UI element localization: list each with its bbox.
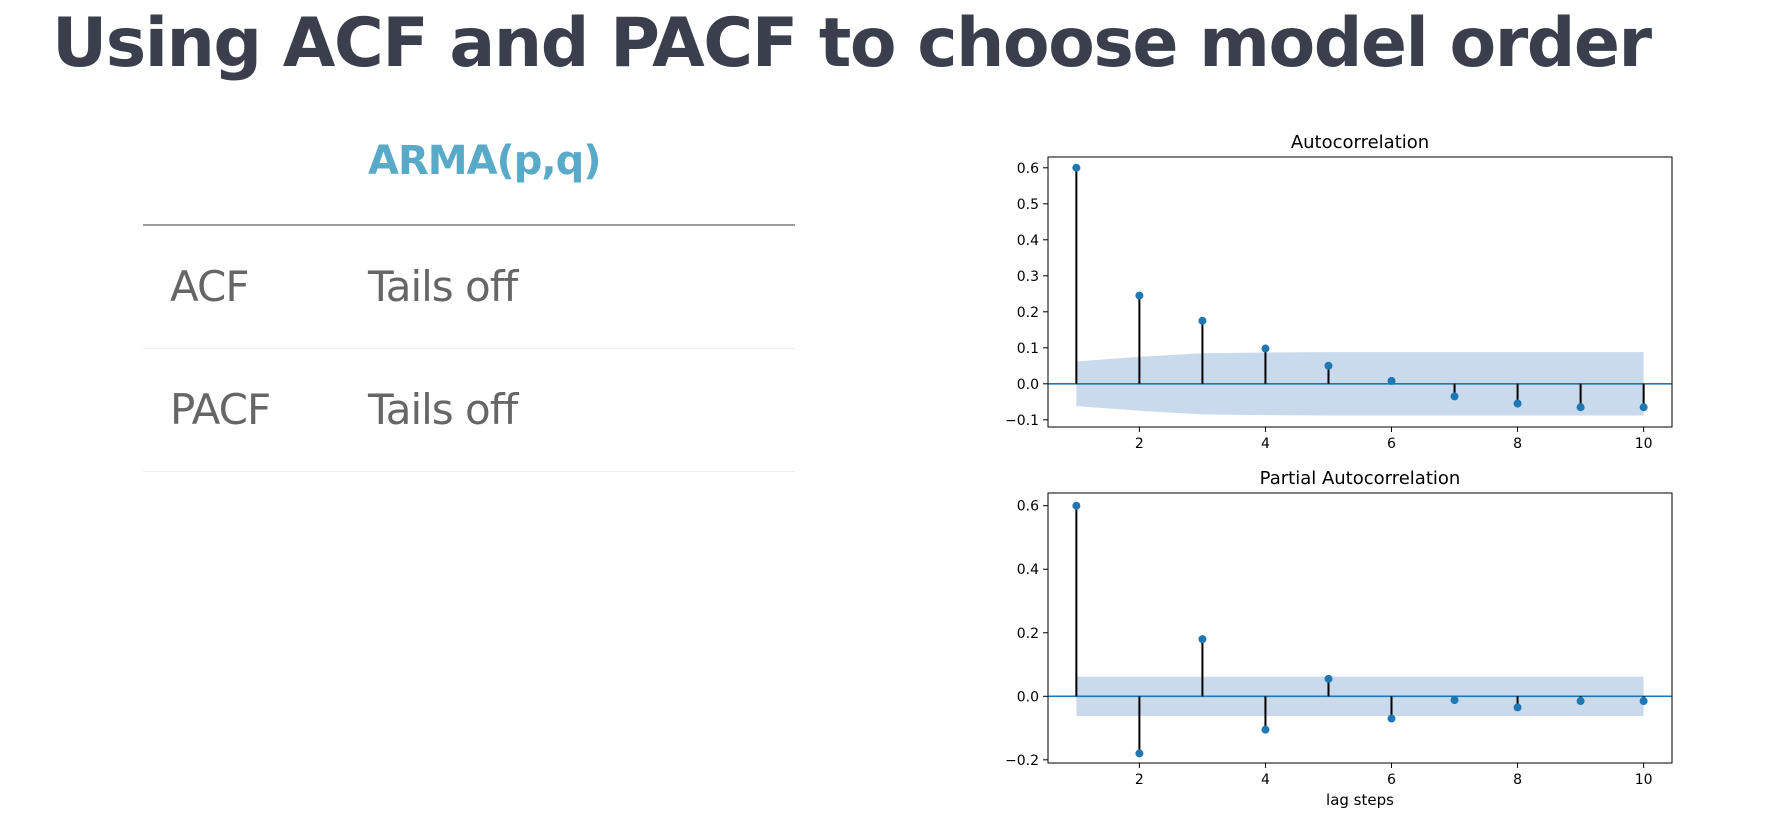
pacf-xtick-label-4: 4 bbox=[1261, 772, 1270, 788]
acf-xtick-label-2: 2 bbox=[1135, 436, 1144, 452]
pacf-marker-lag-2 bbox=[1135, 749, 1144, 758]
acf-xtick-label-4: 4 bbox=[1261, 436, 1270, 452]
acf-ytick-label-2: 0.1 bbox=[1017, 341, 1039, 357]
acf-marker-lag-3 bbox=[1198, 316, 1207, 325]
pacf-xtick-label-2: 2 bbox=[1135, 772, 1144, 788]
pacf-marker-lag-7 bbox=[1450, 696, 1459, 705]
pacf-marker-lag-9 bbox=[1576, 697, 1585, 706]
pacf-marker-lag-6 bbox=[1387, 714, 1396, 723]
slide-title: Using ACF and PACF to choose model order bbox=[52, 4, 1652, 83]
pacf-marker-lag-10 bbox=[1639, 697, 1648, 706]
pacf-chart: 2 4 6 8 10 −0.2 0.0 0.2 0.4 0.6 Partial Autocorrel… bbox=[1005, 468, 1673, 809]
pacf-marker-lag-4 bbox=[1261, 725, 1270, 734]
pacf-axes-frame bbox=[1047, 492, 1673, 764]
table-row-acf: ACF Tails off bbox=[143, 226, 795, 349]
acf-xtick-label-6: 6 bbox=[1387, 436, 1396, 452]
comparison-table: ARMA(p,q) ACF Tails off PACF Tails off bbox=[143, 130, 795, 472]
column-header-arma: ARMA(p,q) bbox=[368, 138, 602, 184]
pacf-xtick-label-10: 10 bbox=[1635, 772, 1653, 788]
acf-xtick-label-10: 10 bbox=[1635, 436, 1653, 452]
pacf-xtick-label-8: 8 bbox=[1513, 772, 1522, 788]
pacf-ytick-label-1: 0.0 bbox=[1017, 689, 1039, 705]
acf-ytick-label-6: 0.5 bbox=[1017, 197, 1039, 213]
pacf-chart-title: Partial Autocorrelation bbox=[1260, 468, 1461, 489]
acf-ytick-label-0: −0.1 bbox=[1005, 413, 1039, 429]
table-header: ARMA(p,q) bbox=[143, 130, 795, 226]
table-row-pacf: PACF Tails off bbox=[143, 349, 795, 472]
row-label-acf: ACF bbox=[170, 262, 249, 311]
acf-marker-lag-4 bbox=[1261, 344, 1270, 353]
acf-ytick-label-3: 0.2 bbox=[1017, 305, 1039, 321]
pacf-xtick-label-6: 6 bbox=[1387, 772, 1396, 788]
pacf-marker-lag-5 bbox=[1324, 674, 1333, 683]
row-value-acf: Tails off bbox=[368, 262, 518, 311]
acf-marker-lag-9 bbox=[1576, 403, 1585, 412]
pacf-marker-lag-3 bbox=[1198, 635, 1207, 644]
acf-chart-title: Autocorrelation bbox=[1291, 132, 1429, 153]
acf-marker-lag-10 bbox=[1639, 403, 1648, 412]
acf-ytick-label-4: 0.3 bbox=[1017, 269, 1039, 285]
pacf-marker-lag-1 bbox=[1072, 501, 1081, 510]
pacf-xlabel: lag steps bbox=[1326, 791, 1394, 809]
row-value-pacf: Tails off bbox=[368, 385, 518, 434]
acf-ytick-label-7: 0.6 bbox=[1017, 161, 1039, 177]
pacf-ytick-label-4: 0.6 bbox=[1017, 499, 1039, 515]
acf-marker-lag-1 bbox=[1072, 163, 1081, 172]
pacf-ytick-label-2: 0.2 bbox=[1017, 626, 1039, 642]
acf-ytick-label-5: 0.4 bbox=[1017, 233, 1039, 249]
acf-marker-lag-7 bbox=[1450, 392, 1459, 401]
pacf-marker-lag-8 bbox=[1513, 703, 1522, 712]
pacf-ytick-label-3: 0.4 bbox=[1017, 562, 1039, 578]
acf-marker-lag-2 bbox=[1135, 291, 1144, 300]
acf-marker-lag-6 bbox=[1387, 376, 1396, 385]
acf-ytick-label-1: 0.0 bbox=[1017, 377, 1039, 393]
acf-marker-lag-8 bbox=[1513, 399, 1522, 408]
row-label-pacf: PACF bbox=[170, 385, 271, 434]
acf-xtick-label-8: 8 bbox=[1513, 436, 1522, 452]
pacf-ytick-label-0: −0.2 bbox=[1005, 753, 1039, 769]
acf-chart: 2 4 6 8 10 −0.1 0.0 0.1 0.2 0.3 0.4 0.5 0.6 Autocorre… bbox=[1005, 132, 1673, 452]
acf-marker-lag-5 bbox=[1324, 361, 1333, 370]
acf-axes-frame bbox=[1047, 156, 1673, 428]
